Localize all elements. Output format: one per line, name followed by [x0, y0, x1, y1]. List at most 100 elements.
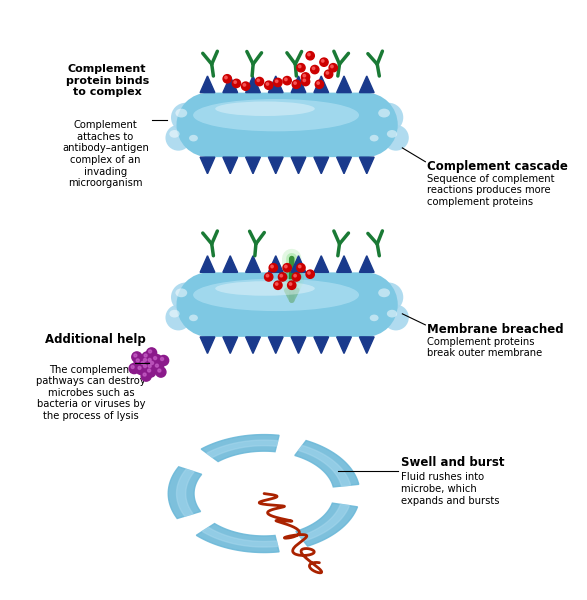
- Polygon shape: [200, 256, 215, 272]
- Circle shape: [143, 373, 146, 376]
- Ellipse shape: [189, 314, 198, 321]
- Circle shape: [274, 79, 282, 86]
- Polygon shape: [207, 440, 278, 457]
- Polygon shape: [336, 337, 352, 353]
- Circle shape: [156, 364, 158, 367]
- Polygon shape: [200, 157, 215, 174]
- Text: Fluid rushes into
microbe, which
expands and bursts: Fluid rushes into microbe, which expands…: [400, 472, 499, 506]
- Circle shape: [294, 274, 296, 277]
- Polygon shape: [200, 76, 215, 92]
- Circle shape: [306, 270, 314, 278]
- Polygon shape: [359, 76, 374, 92]
- Ellipse shape: [383, 125, 409, 151]
- Circle shape: [257, 79, 259, 82]
- Ellipse shape: [366, 310, 389, 332]
- Circle shape: [138, 367, 141, 370]
- Ellipse shape: [237, 474, 282, 504]
- Circle shape: [283, 76, 291, 85]
- Circle shape: [292, 80, 301, 88]
- Circle shape: [243, 83, 245, 86]
- Circle shape: [154, 356, 157, 359]
- Ellipse shape: [169, 130, 180, 138]
- FancyBboxPatch shape: [209, 272, 366, 337]
- Circle shape: [303, 74, 306, 77]
- Ellipse shape: [166, 305, 191, 331]
- Ellipse shape: [184, 92, 390, 157]
- Circle shape: [285, 78, 287, 80]
- Text: Complement
protein binds
to complex: Complement protein binds to complex: [66, 64, 149, 97]
- Circle shape: [147, 369, 151, 372]
- Circle shape: [151, 355, 162, 365]
- Circle shape: [330, 65, 333, 68]
- Polygon shape: [359, 256, 374, 272]
- Polygon shape: [314, 256, 329, 272]
- Circle shape: [147, 348, 157, 358]
- Circle shape: [129, 364, 139, 374]
- Ellipse shape: [193, 279, 359, 311]
- Circle shape: [312, 67, 315, 70]
- Polygon shape: [202, 527, 278, 547]
- Ellipse shape: [333, 92, 398, 157]
- Polygon shape: [336, 157, 352, 174]
- Circle shape: [289, 283, 292, 285]
- Text: Sequence of complement
reactions produces more
complement proteins: Sequence of complement reactions produce…: [427, 174, 555, 207]
- Polygon shape: [359, 337, 374, 353]
- Polygon shape: [336, 76, 352, 92]
- Circle shape: [158, 355, 168, 365]
- Polygon shape: [223, 76, 238, 92]
- Polygon shape: [168, 467, 202, 518]
- Circle shape: [144, 354, 147, 357]
- Ellipse shape: [383, 305, 409, 331]
- Ellipse shape: [370, 135, 379, 142]
- Polygon shape: [245, 337, 261, 353]
- Circle shape: [297, 263, 305, 272]
- Circle shape: [274, 281, 282, 289]
- Circle shape: [317, 82, 319, 85]
- Ellipse shape: [333, 272, 398, 337]
- Circle shape: [156, 367, 166, 377]
- Circle shape: [161, 358, 164, 361]
- Polygon shape: [196, 524, 279, 553]
- Text: The complement
pathways can destroy
microbes such as
bacteria or viruses by
the : The complement pathways can destroy micr…: [36, 365, 146, 421]
- Circle shape: [225, 76, 227, 79]
- Circle shape: [265, 273, 273, 281]
- Circle shape: [241, 82, 250, 91]
- Circle shape: [143, 358, 147, 361]
- Ellipse shape: [366, 130, 389, 152]
- Circle shape: [283, 263, 291, 272]
- Text: Swell and burst: Swell and burst: [400, 455, 504, 469]
- Polygon shape: [299, 505, 349, 541]
- Circle shape: [301, 73, 310, 81]
- Circle shape: [232, 79, 241, 88]
- Ellipse shape: [176, 109, 187, 118]
- Circle shape: [280, 274, 282, 277]
- Circle shape: [158, 369, 161, 372]
- Circle shape: [255, 77, 264, 86]
- Polygon shape: [200, 337, 215, 353]
- Circle shape: [326, 71, 329, 74]
- Circle shape: [234, 81, 237, 83]
- Circle shape: [136, 364, 146, 374]
- Ellipse shape: [229, 471, 299, 517]
- Polygon shape: [223, 337, 238, 353]
- Polygon shape: [177, 469, 194, 516]
- Polygon shape: [314, 337, 329, 353]
- Circle shape: [149, 359, 158, 370]
- Polygon shape: [291, 76, 306, 92]
- Polygon shape: [291, 337, 306, 353]
- Circle shape: [298, 265, 301, 268]
- Circle shape: [153, 362, 164, 372]
- Circle shape: [134, 357, 144, 367]
- Circle shape: [329, 64, 338, 72]
- Polygon shape: [291, 157, 306, 174]
- Polygon shape: [223, 157, 238, 174]
- Circle shape: [322, 60, 324, 62]
- Ellipse shape: [247, 480, 272, 498]
- Circle shape: [275, 283, 278, 285]
- Polygon shape: [291, 256, 306, 272]
- Circle shape: [141, 362, 151, 373]
- Ellipse shape: [185, 310, 208, 332]
- Polygon shape: [268, 256, 283, 272]
- Ellipse shape: [185, 130, 208, 152]
- Circle shape: [142, 352, 152, 362]
